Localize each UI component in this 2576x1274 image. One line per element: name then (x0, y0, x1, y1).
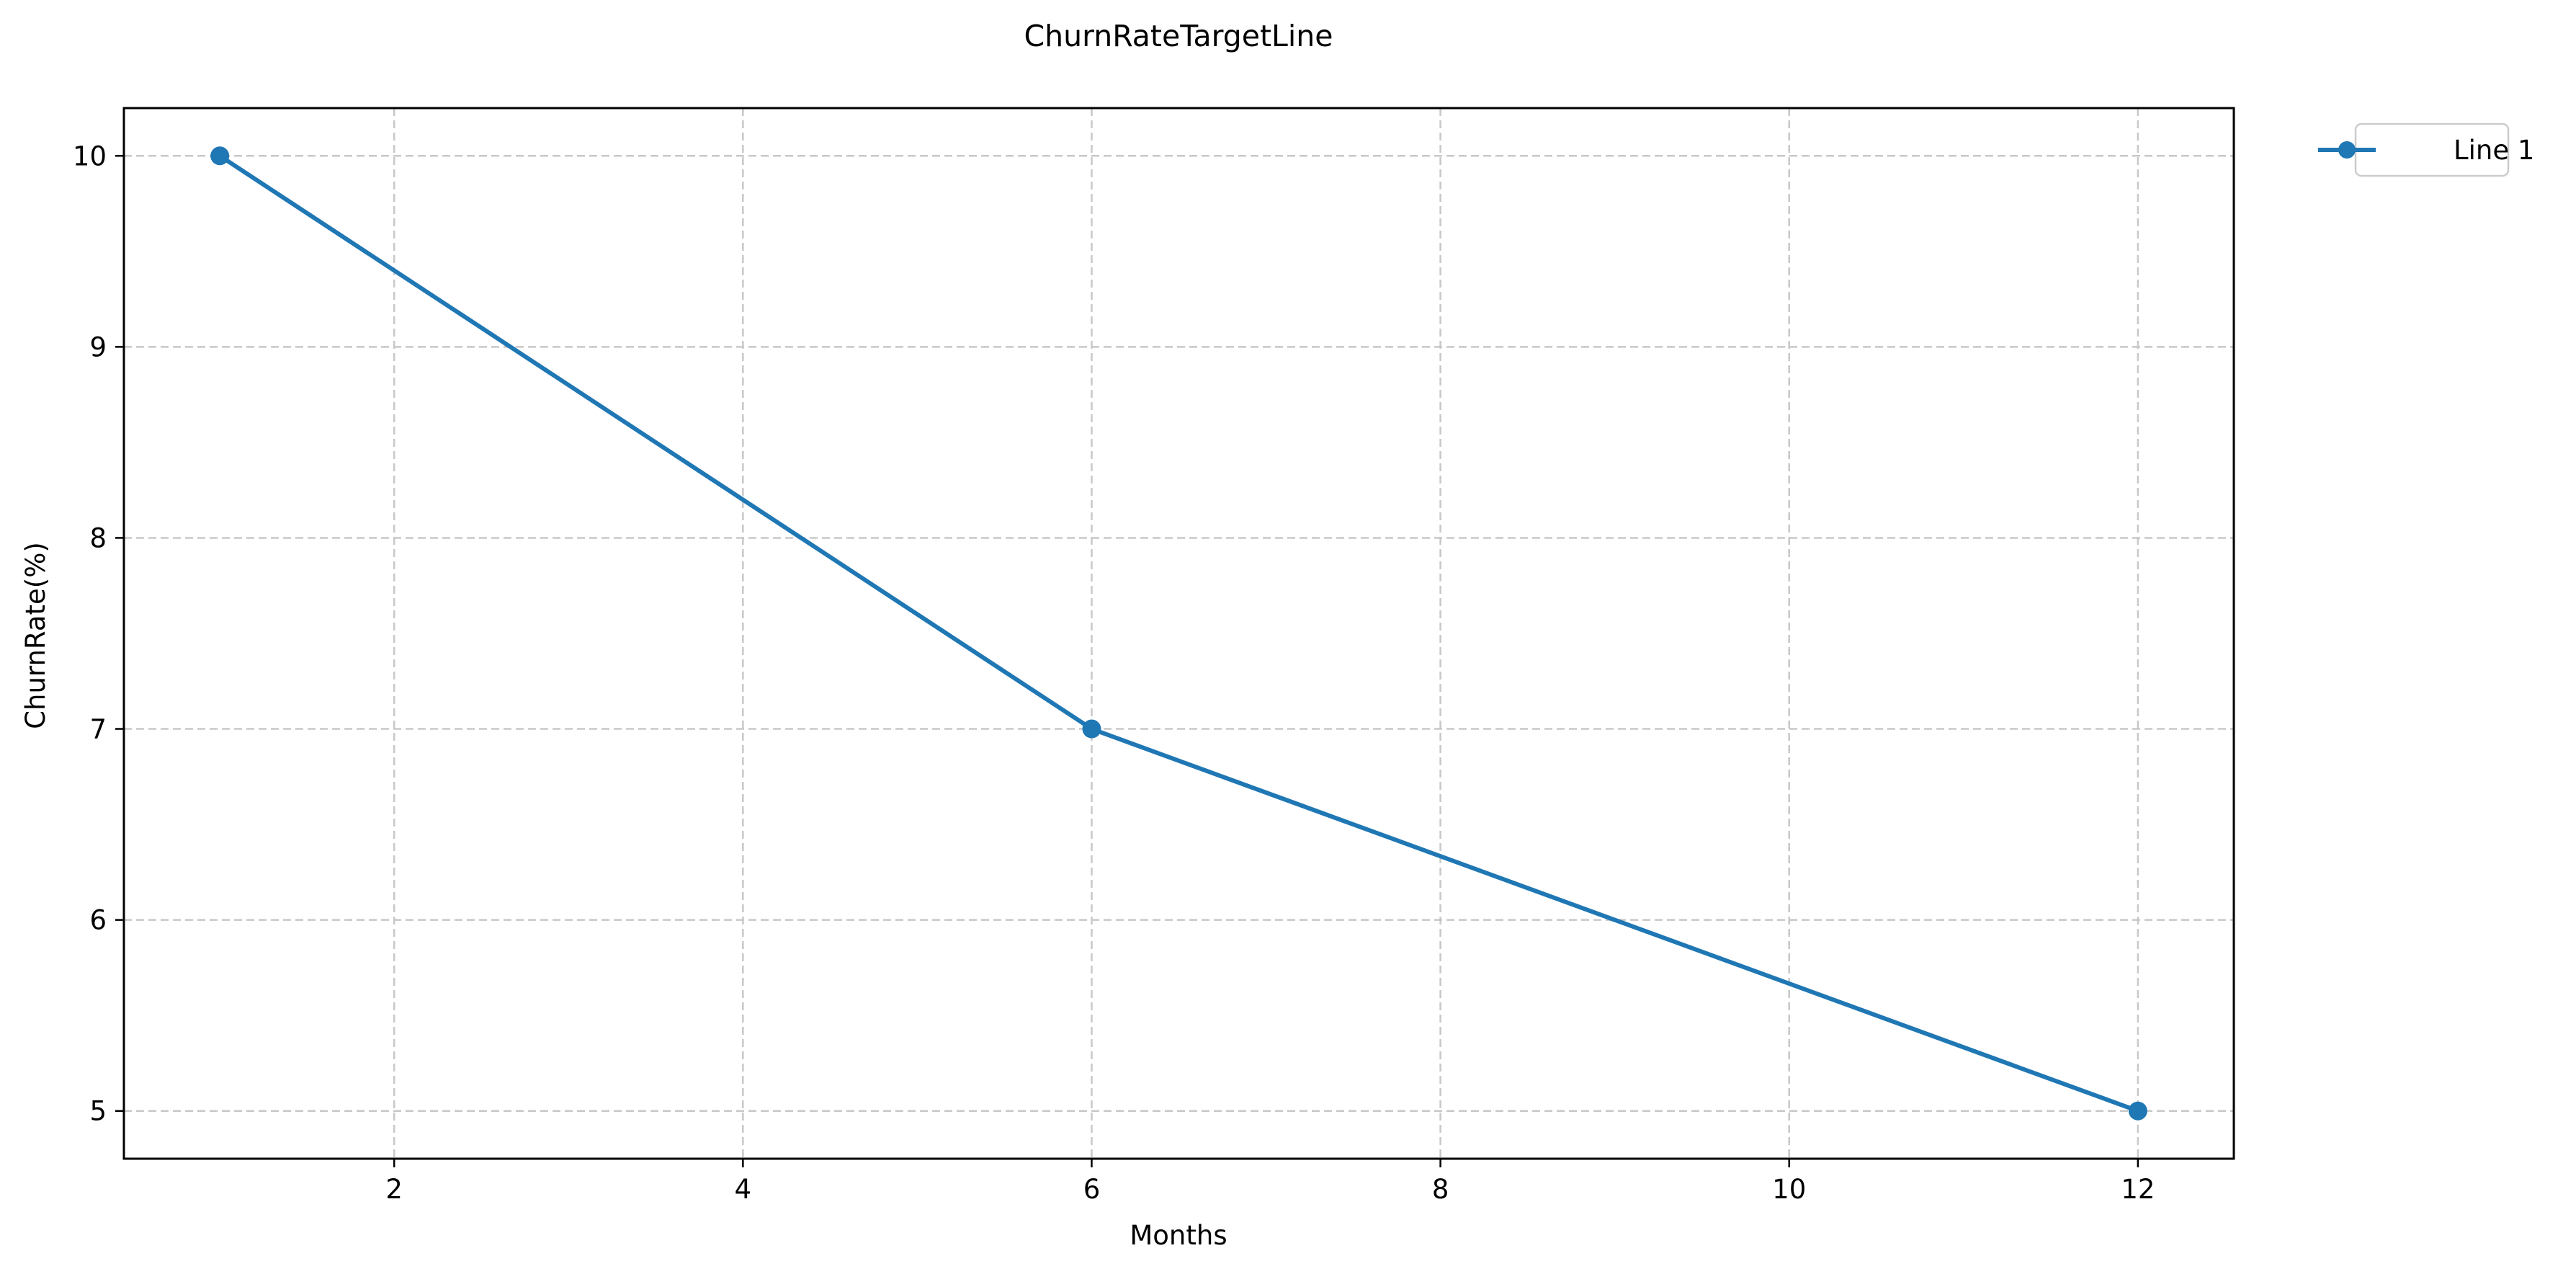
chart-title: ChurnRateTargetLine (1024, 19, 1333, 53)
y-tick-label: 8 (89, 522, 107, 553)
y-tick-label: 9 (89, 331, 107, 362)
y-axis: 5 6 7 8 9 10 (73, 141, 124, 1127)
x-tick-label: 8 (1432, 1174, 1449, 1205)
legend-label: Line 1 (2454, 135, 2534, 166)
y-axis-label: ChurnRate(%) (20, 542, 51, 729)
legend: Line 1 (2318, 122, 2534, 177)
x-axis: 2 4 6 8 10 12 (385, 1159, 2155, 1205)
data-point (1082, 719, 1101, 739)
data-point (210, 146, 230, 166)
x-tick-label: 2 (385, 1174, 403, 1205)
y-tick-label: 5 (89, 1096, 107, 1127)
x-tick-label: 12 (2121, 1174, 2155, 1205)
x-tick-label: 4 (735, 1174, 752, 1205)
y-tick-label: 7 (89, 714, 107, 745)
x-tick-label: 6 (1083, 1174, 1101, 1205)
data-point (2128, 1101, 2147, 1121)
x-tick-label: 10 (1772, 1174, 1806, 1205)
y-tick-label: 10 (73, 141, 107, 172)
legend-marker (2338, 141, 2356, 159)
y-tick-label: 6 (89, 905, 107, 936)
plot-area-frame (122, 107, 2235, 1160)
x-axis-label: Months (1130, 1220, 1227, 1251)
series-layer (210, 146, 2147, 1121)
